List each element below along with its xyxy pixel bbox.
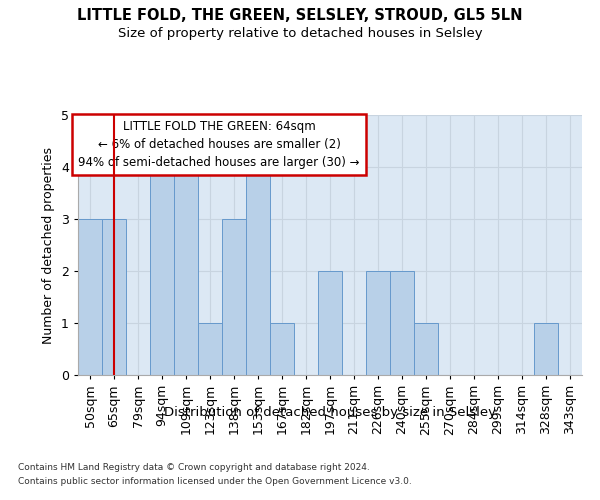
Bar [270,323,294,375]
Text: LITTLE FOLD, THE GREEN, SELSLEY, STROUD, GL5 5LN: LITTLE FOLD, THE GREEN, SELSLEY, STROUD,… [77,8,523,22]
Bar [390,271,414,375]
Text: Contains public sector information licensed under the Open Government Licence v3: Contains public sector information licen… [18,477,412,486]
Bar [366,271,390,375]
Bar [534,323,558,375]
Bar [198,323,222,375]
Y-axis label: Number of detached properties: Number of detached properties [43,146,55,344]
Bar [246,167,270,375]
Text: Distribution of detached houses by size in Selsley: Distribution of detached houses by size … [164,406,496,419]
Bar [414,323,438,375]
Bar [102,219,126,375]
Text: LITTLE FOLD THE GREEN: 64sqm
← 6% of detached houses are smaller (2)
94% of semi: LITTLE FOLD THE GREEN: 64sqm ← 6% of det… [79,120,360,169]
Text: Contains HM Land Registry data © Crown copyright and database right 2024.: Contains HM Land Registry data © Crown c… [18,464,370,472]
Bar [222,219,246,375]
Text: Size of property relative to detached houses in Selsley: Size of property relative to detached ho… [118,28,482,40]
Bar [174,167,198,375]
Bar [150,167,174,375]
Bar [78,219,102,375]
Bar [318,271,342,375]
